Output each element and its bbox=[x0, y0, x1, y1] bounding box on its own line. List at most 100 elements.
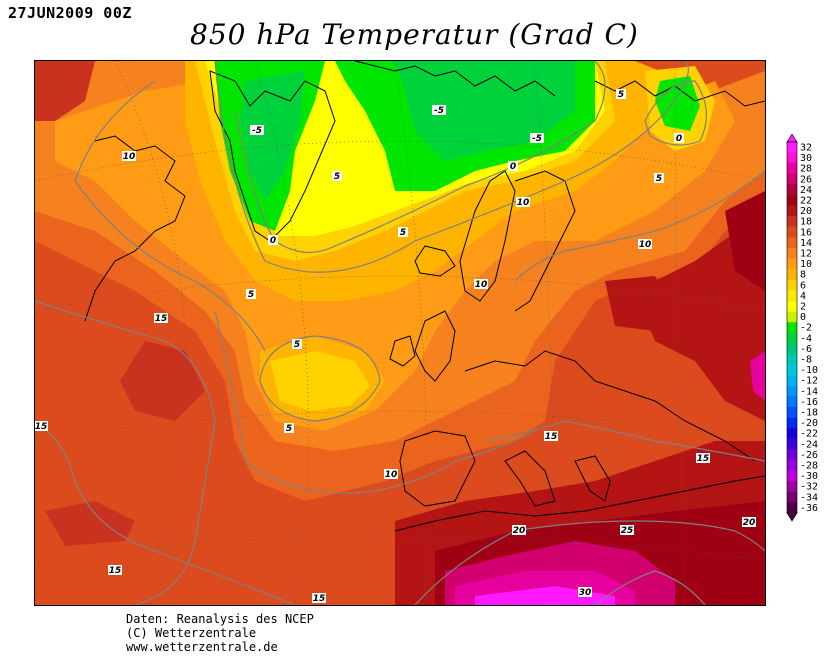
legend-label: 14 bbox=[800, 238, 812, 249]
contour-label-text: 10 bbox=[123, 152, 136, 162]
legend-label: 6 bbox=[800, 280, 806, 291]
contour-label-text: 5 bbox=[294, 340, 300, 350]
legend-swatch bbox=[787, 258, 797, 270]
contour-label: 20 bbox=[512, 525, 526, 536]
contour-label: 0 bbox=[508, 161, 518, 172]
contour-label: 15 bbox=[154, 313, 168, 324]
contour-label-text: 15 bbox=[109, 566, 122, 576]
contour-label: 5 bbox=[398, 227, 408, 238]
contour-label-text: 0 bbox=[510, 162, 516, 172]
contour-label-text: -5 bbox=[532, 134, 542, 144]
contour-label-text: 30 bbox=[579, 588, 592, 598]
contour-label-text: 5 bbox=[618, 90, 624, 100]
footer-data-source: Daten: Reanalysis des NCEP bbox=[126, 612, 314, 626]
field-atlantic-yellow bbox=[270, 351, 370, 411]
legend-swatch bbox=[787, 142, 797, 153]
legend-label: 2 bbox=[800, 301, 806, 312]
contour-label-text: 5 bbox=[656, 174, 662, 184]
legend-swatch bbox=[787, 237, 797, 249]
legend-swatch bbox=[787, 364, 797, 376]
legend-swatch bbox=[787, 481, 797, 493]
footer-copyright: (C) Wetterzentrale bbox=[126, 626, 257, 640]
legend-swatch bbox=[787, 279, 797, 291]
contour-label: 0 bbox=[268, 235, 278, 246]
contour-label-text: 0 bbox=[676, 134, 682, 144]
legend-swatch bbox=[787, 216, 797, 228]
legend-swatch bbox=[787, 354, 797, 365]
legend-swatch bbox=[787, 460, 797, 471]
contour-label: 20 bbox=[742, 517, 756, 528]
contour-label-text: 10 bbox=[385, 470, 398, 480]
legend-label: -8 bbox=[800, 354, 812, 365]
legend-swatch bbox=[787, 205, 797, 217]
legend-swatch bbox=[787, 470, 797, 482]
legend-swatch bbox=[787, 491, 797, 503]
contour-label: 0 bbox=[674, 133, 684, 144]
contour-label: -5 bbox=[250, 125, 264, 136]
footer-credits: Daten: Reanalysis des NCEP (C) Wetterzen… bbox=[126, 612, 314, 654]
contour-label-text: 10 bbox=[475, 280, 488, 290]
contour-label: 5 bbox=[654, 173, 664, 184]
legend-label: 22 bbox=[800, 195, 812, 206]
legend-swatch bbox=[787, 152, 797, 164]
legend-label: 20 bbox=[800, 206, 812, 217]
field-pool-west bbox=[120, 341, 205, 421]
legend-swatch bbox=[787, 375, 797, 387]
contour-label: 25 bbox=[620, 525, 634, 536]
legend-swatch bbox=[787, 163, 797, 175]
legend-label: -32 bbox=[800, 482, 818, 493]
legend-label: 10 bbox=[800, 259, 812, 270]
field-greenland-core bbox=[240, 71, 305, 201]
date-stamp: 27JUN2009 00Z bbox=[8, 4, 132, 22]
legend-label: 18 bbox=[800, 217, 812, 228]
contour-label-text: 15 bbox=[545, 432, 558, 442]
legend-swatch bbox=[787, 396, 797, 408]
legend-swatch bbox=[787, 502, 797, 514]
field-east-peak bbox=[750, 351, 765, 401]
map-title: 850 hPa Temperatur (Grad C) bbox=[190, 18, 639, 51]
legend-label: -20 bbox=[800, 418, 818, 429]
temperature-map[interactable]: -5 -5 -5 5 0 0 0 5 5 10 10 10 10 5 5 15 … bbox=[34, 60, 766, 606]
contour-label: 10 bbox=[384, 469, 398, 480]
legend-swatch bbox=[787, 322, 797, 334]
legend-label: 12 bbox=[800, 248, 812, 259]
legend-swatch bbox=[787, 311, 797, 323]
field-east-hot bbox=[635, 211, 765, 421]
field-russia-hot bbox=[605, 276, 675, 331]
legend-label: -12 bbox=[800, 376, 818, 387]
contour-label: 5 bbox=[332, 171, 342, 182]
contour-label-text: 15 bbox=[697, 454, 710, 464]
legend-swatch bbox=[787, 417, 797, 429]
legend-label: -4 bbox=[800, 333, 812, 344]
contour-label-text: 10 bbox=[639, 240, 652, 250]
legend-label: -2 bbox=[800, 323, 812, 334]
contour-label-text: 5 bbox=[400, 228, 406, 238]
footer-website[interactable]: www.wetterzentrale.de bbox=[126, 640, 278, 654]
contour-label: 15 bbox=[35, 421, 48, 432]
contour-label: 15 bbox=[312, 593, 326, 604]
legend-label: 8 bbox=[800, 270, 806, 281]
contour-label: -5 bbox=[530, 133, 544, 144]
legend-label: -14 bbox=[800, 386, 818, 397]
legend-label: 16 bbox=[800, 227, 812, 238]
color-legend: 32 30 28 26 24 22 20 18 16 14 12 10 8 6 4 2 0 -2 -4 -6 -8 -10… bbox=[785, 133, 835, 530]
legend-label: -34 bbox=[800, 492, 818, 503]
contour-label-text: 5 bbox=[334, 172, 340, 182]
legend-arrow-top bbox=[786, 133, 798, 143]
legend-label: -24 bbox=[800, 439, 818, 450]
contour-label: 10 bbox=[122, 151, 136, 162]
isotherms bbox=[35, 61, 765, 605]
legend-label: -6 bbox=[800, 344, 812, 355]
legend-svg: 32302826242220181614121086420-2-4-6-8-10… bbox=[786, 133, 818, 522]
legend-swatch bbox=[787, 301, 797, 312]
legend-swatch bbox=[787, 385, 797, 397]
legend-label: 26 bbox=[800, 174, 812, 185]
legend-label: 0 bbox=[800, 312, 806, 323]
legend-label: -18 bbox=[800, 407, 818, 418]
legend-swatch bbox=[787, 438, 797, 450]
field-east-hotter bbox=[725, 191, 765, 291]
legend-swatch bbox=[787, 449, 797, 461]
contour-label: 15 bbox=[696, 453, 710, 464]
contour-label: 5 bbox=[284, 423, 294, 434]
contour-label: 15 bbox=[108, 565, 122, 576]
